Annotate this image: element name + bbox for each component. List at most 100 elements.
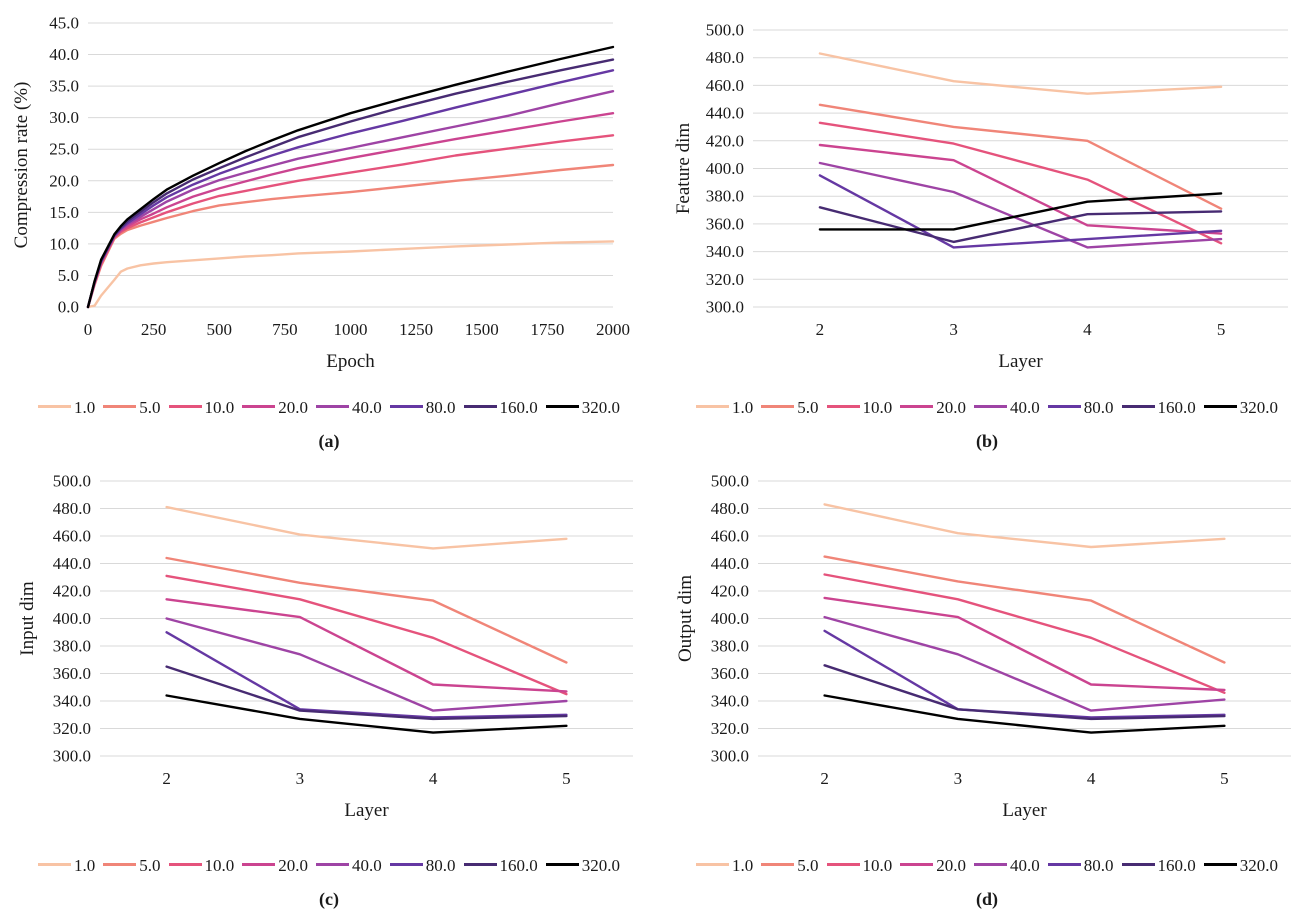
y-tick-label: 10.0: [49, 234, 79, 253]
x-tick-label: 1250: [399, 320, 433, 339]
series-line-160.0: [86, 58, 615, 309]
chart-caption: (c): [319, 889, 339, 910]
legend-swatch-icon: [826, 863, 860, 867]
legend-label: 80.0: [425, 856, 456, 876]
series-line-10.0: [818, 121, 1223, 245]
legend-label: 160.0: [499, 398, 538, 418]
y-tick-label: 400.0: [53, 609, 91, 628]
line-chart-compression-rate: Compression rate (%) Epoch 0.0 5.0 10.0 15.…: [11, 14, 630, 373]
legend-label: 160.0: [1157, 398, 1196, 418]
x-axis-title: Layer: [344, 800, 389, 821]
legend-swatch-icon: [103, 405, 137, 409]
legend-item: 20.0: [900, 396, 966, 419]
legend-item: 80.0: [1047, 854, 1114, 877]
legend-swatch-icon: [389, 405, 423, 409]
series-line-320.0: [818, 192, 1223, 231]
line-chart-feature-dim: Feature dim Layer 300.0 320.0 340.0 360.0 38…: [673, 21, 1288, 372]
legend-label: 320.0: [1239, 398, 1278, 418]
legend-swatch-icon: [974, 405, 1007, 409]
legend-swatch-icon: [463, 863, 497, 867]
series-line-1.0: [823, 503, 1226, 549]
series-line-20.0: [823, 596, 1226, 692]
legend-label: 10.0: [204, 398, 235, 418]
x-tick-label: 3: [954, 769, 963, 788]
legend-item: 80.0: [1047, 396, 1114, 419]
y-tick-label: 480.0: [711, 499, 749, 518]
legend-item: 1.0: [696, 396, 753, 419]
chart-cell-a: Compression rate (%) Epoch 0.0 5.0 10.0 15.…: [0, 0, 658, 458]
legend-label: 20.0: [278, 856, 308, 876]
x-axis-title: Layer: [998, 351, 1043, 372]
x-tick-label: 4: [429, 769, 438, 788]
plot-area: 300.0 320.0 340.0 360.0 380.0 400.0 420.0 440.0…: [53, 472, 633, 788]
legend-item: 160.0: [1121, 396, 1196, 419]
legend-swatch-icon: [316, 405, 349, 409]
chart-cell-c: Input dim Layer 300.0 320.0 340.0 360.0 380.…: [0, 458, 658, 916]
legend-label: 80.0: [1083, 398, 1114, 418]
legend-swatch-icon: [545, 863, 579, 867]
legend-item: 80.0: [389, 854, 456, 877]
y-axis-title: Feature dim: [673, 123, 694, 215]
legend-label: 10.0: [862, 398, 893, 418]
legend: 1.0 5.0 10.0 20.0 40.0 80.0 160.0 320.0: [658, 854, 1316, 877]
legend-item: 10.0: [826, 854, 893, 877]
series-line-80.0: [165, 631, 568, 719]
y-tick-label: 380.0: [706, 187, 744, 206]
series-line-160.0: [818, 206, 1223, 244]
series-line-1.0: [818, 52, 1223, 95]
series-line-40.0: [818, 161, 1223, 249]
legend-item: 40.0: [974, 854, 1040, 877]
x-tick-label: 250: [141, 320, 167, 339]
legend-swatch-icon: [1047, 863, 1081, 867]
y-tick-label: 340.0: [706, 242, 744, 261]
chart-cell-b: Feature dim Layer 300.0 320.0 340.0 360.0 38…: [658, 0, 1316, 458]
y-tick-label: 300.0: [706, 298, 744, 317]
legend-item: 320.0: [545, 854, 620, 877]
legend-item: 20.0: [242, 854, 308, 877]
series-line-20.0: [86, 111, 615, 309]
legend-item: 40.0: [974, 396, 1040, 419]
legend-swatch-icon: [38, 863, 71, 867]
series-line-20.0: [818, 143, 1223, 235]
legend: 1.0 5.0 10.0 20.0 40.0 80.0 160.0 320.0: [0, 396, 658, 419]
legend-swatch-icon: [1047, 405, 1081, 409]
legend-label: 320.0: [1239, 856, 1278, 876]
x-tick-label: 1750: [530, 320, 564, 339]
x-tick-label: 4: [1087, 769, 1096, 788]
x-tick-label: 2: [816, 320, 825, 339]
y-tick-label: 420.0: [711, 582, 749, 601]
legend-swatch-icon: [826, 405, 860, 409]
x-tick-label: 4: [1083, 320, 1092, 339]
legend-item: 160.0: [1121, 854, 1196, 877]
legend-swatch-icon: [389, 863, 423, 867]
x-tick-label: 2: [162, 769, 171, 788]
legend-item: 80.0: [389, 396, 456, 419]
y-tick-label: 500.0: [706, 21, 744, 40]
x-tick-label: 0: [84, 320, 93, 339]
legend-label: 10.0: [862, 856, 893, 876]
legend-label: 20.0: [936, 398, 966, 418]
y-tick-label: 360.0: [53, 664, 91, 683]
legend-swatch-icon: [696, 863, 729, 867]
legend-item: 20.0: [900, 854, 966, 877]
y-tick-label: 440.0: [706, 104, 744, 123]
y-tick-label: 25.0: [49, 140, 79, 159]
y-tick-label: 360.0: [711, 664, 749, 683]
legend-label: 20.0: [278, 398, 308, 418]
legend-item: 40.0: [316, 854, 382, 877]
legend-swatch-icon: [696, 405, 729, 409]
legend-label: 160.0: [1157, 856, 1196, 876]
series-line-5.0: [86, 163, 615, 309]
legend-swatch-icon: [761, 405, 795, 409]
series-line-10.0: [823, 573, 1226, 695]
plot-area: 300.0 320.0 340.0 360.0 380.0 400.0 420.0 440.0…: [711, 472, 1291, 788]
x-tick-label: 500: [207, 320, 233, 339]
y-tick-label: 360.0: [706, 214, 744, 233]
legend-swatch-icon: [1121, 863, 1155, 867]
y-tick-label: 380.0: [53, 637, 91, 656]
series-line-5.0: [165, 556, 568, 664]
series-line-1.0: [165, 505, 568, 550]
legend-label: 40.0: [352, 856, 382, 876]
y-tick-label: 320.0: [706, 270, 744, 289]
series-line-40.0: [165, 617, 568, 712]
